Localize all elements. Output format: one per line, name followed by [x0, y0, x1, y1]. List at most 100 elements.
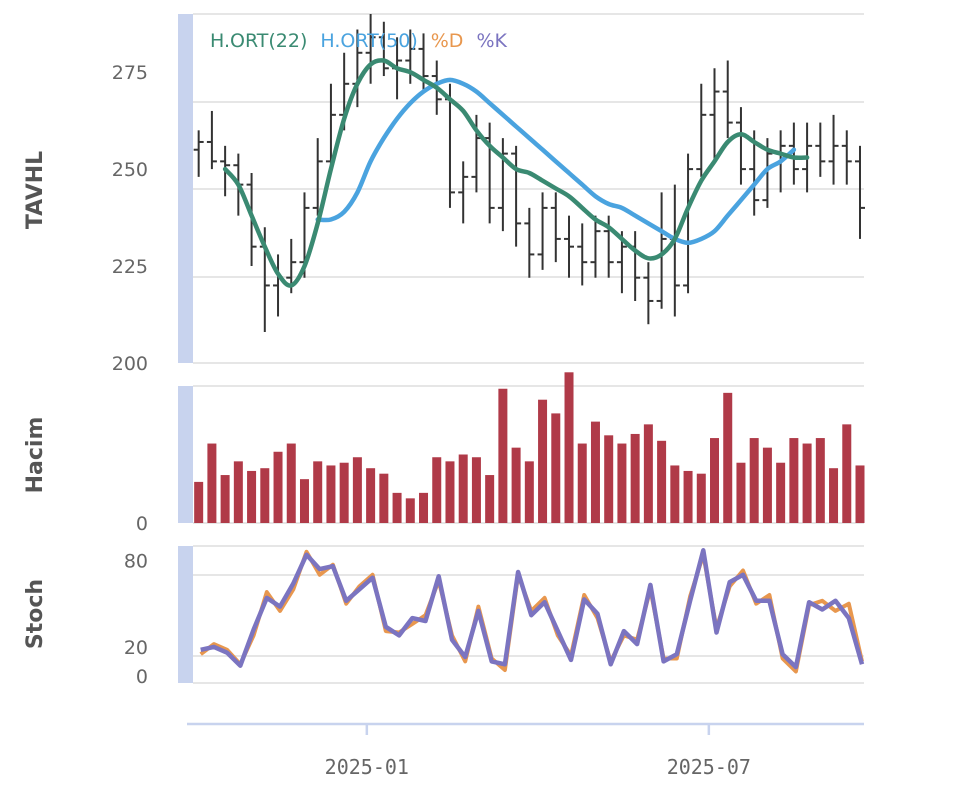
- volume-bar: [419, 492, 429, 523]
- volume-bar: [498, 388, 508, 523]
- ohlc-bar: [696, 83, 707, 177]
- legend-item: %K: [476, 30, 507, 52]
- ohlc-bar: [590, 215, 601, 278]
- ohlc-bar: [656, 192, 667, 309]
- volume-bar: [485, 475, 495, 523]
- ohlc-bar: [669, 184, 680, 317]
- price-tick-label: 250: [112, 159, 148, 181]
- ohlc-bar: [709, 68, 720, 162]
- volume-bar: [842, 424, 852, 523]
- x-axis-tick-label: 2025-01: [325, 755, 409, 779]
- volume-scroll-rail[interactable]: [178, 386, 193, 523]
- legend-item: H.ORT(22): [210, 30, 307, 52]
- volume-bar: [829, 468, 839, 523]
- volume-bar: [511, 447, 521, 523]
- ohlc-bar: [735, 107, 746, 185]
- ohlc-bar: [643, 262, 654, 325]
- volume-bar: [855, 465, 865, 523]
- volume-bar: [643, 424, 653, 523]
- volume-tick-label: 0: [136, 513, 148, 535]
- ohlc-bar: [722, 60, 733, 139]
- volume-bar: [749, 438, 759, 523]
- price-panel: 200 225 250 275 TAVHL H.ORT(22) H.ORT(50) %D%…: [23, 13, 865, 375]
- ohlc-bar: [378, 21, 389, 77]
- ohlc-bar: [630, 231, 641, 301]
- stoch-tick-labels: 0 20 80: [124, 550, 148, 687]
- volume-bar: [762, 447, 772, 523]
- price-tick-labels: 200 225 250 275: [112, 62, 148, 375]
- ohlc-bar: [312, 138, 323, 216]
- volume-bar: [670, 465, 680, 523]
- volume-tick-labels: 0: [136, 513, 148, 535]
- ohlc-bar: [365, 14, 376, 84]
- ma50-line: [315, 77, 797, 246]
- volume-bar: [683, 470, 693, 523]
- volume-bar: [260, 468, 270, 523]
- volume-bar: [339, 462, 349, 523]
- ohlc-bar: [577, 223, 588, 286]
- ohlc-bar: [524, 207, 535, 278]
- volume-bar: [286, 443, 296, 523]
- x-axis: 2025-01 2025-07: [187, 722, 864, 779]
- ohlc-bar: [683, 153, 694, 294]
- volume-bar: [815, 438, 825, 523]
- volume-bar: [366, 468, 376, 523]
- stoch-k-line: [200, 548, 865, 670]
- ohlc-bar: [325, 83, 336, 170]
- volume-bar: [710, 438, 720, 523]
- volume-bar: [379, 473, 389, 523]
- ohlc-bar: [841, 130, 852, 185]
- legend-item: %D: [431, 30, 464, 52]
- ohlc-bar: [193, 130, 204, 177]
- volume-bar: [736, 462, 746, 523]
- volume-bar: [604, 435, 614, 523]
- volume-bar: [326, 465, 336, 523]
- ohlc-bar: [206, 110, 217, 170]
- volume-bar: [590, 421, 600, 523]
- volume-bar: [657, 440, 667, 523]
- volume-bar: [458, 454, 468, 523]
- volume-bar: [789, 438, 799, 523]
- volume-bar: [299, 479, 309, 523]
- volume-bar: [577, 443, 587, 523]
- volume-bar: [538, 399, 548, 523]
- volume-bar: [220, 475, 230, 523]
- ohlc-bar: [815, 122, 826, 177]
- ohlc-bar: [458, 161, 469, 224]
- stoch-tick-label: 20: [124, 637, 148, 659]
- price-tick-label: 275: [112, 62, 148, 84]
- volume-axis-title: Hacim: [23, 417, 48, 494]
- volume-panel: 0 Hacim: [23, 372, 865, 535]
- price-tick-label: 200: [112, 353, 148, 375]
- volume-bar: [445, 461, 455, 523]
- stoch-gridlines: [193, 545, 864, 684]
- ma22-line: [222, 58, 810, 288]
- ohlc-bar: [497, 138, 508, 232]
- ohlc-bar: [855, 145, 865, 239]
- stoch-panel: 0 20 80 Stoch: [23, 545, 865, 688]
- volume-bar: [194, 481, 204, 523]
- volume-bar: [392, 492, 402, 523]
- volume-bar: [564, 372, 574, 523]
- price-scroll-rail[interactable]: [178, 14, 193, 363]
- volume-bar: [405, 498, 415, 523]
- ohlc-bar: [405, 29, 416, 84]
- volume-bar: [247, 470, 257, 523]
- ohlc-bar: [484, 122, 495, 224]
- volume-bar: [617, 443, 627, 523]
- ohlc-bar: [511, 145, 522, 247]
- volume-bar: [802, 443, 812, 523]
- ohlc-bar: [564, 215, 575, 278]
- volume-bar: [471, 457, 481, 523]
- volume-bar: [233, 461, 243, 523]
- volume-bar: [313, 461, 323, 523]
- ohlc-bar: [788, 122, 799, 185]
- volume-bar: [776, 462, 786, 523]
- stoch-scroll-rail[interactable]: [178, 546, 193, 683]
- ohlc-bar: [828, 114, 839, 185]
- stoch-axis-title: Stoch: [23, 579, 48, 649]
- volume-bars: [194, 372, 865, 523]
- volume-bar: [273, 451, 283, 523]
- stoch-tick-label: 80: [124, 550, 148, 572]
